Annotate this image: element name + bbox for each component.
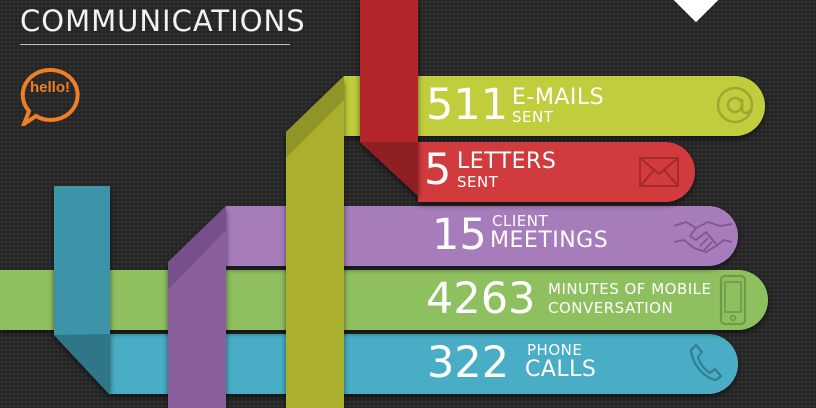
emails-ribbon-riser xyxy=(286,76,344,408)
mobile-phone-icon xyxy=(719,274,747,326)
stat-label-line1: MINUTES OF MOBILE xyxy=(548,280,712,298)
stat-label-line2: CONVERSATION xyxy=(548,299,674,317)
letters-ribbon-band xyxy=(418,142,695,202)
stat-label-line1: LETTERS xyxy=(457,149,557,174)
stat-label-line2: CALLS xyxy=(525,357,597,382)
page-title: COMMUNICATIONS xyxy=(20,4,306,38)
stat-label-line1: CLIENT xyxy=(492,212,549,230)
hello-badge-text: hello! xyxy=(30,79,70,96)
handshake-icon xyxy=(673,221,733,253)
stat-label-line2: SENT xyxy=(512,108,554,126)
stat-label-line1: E-MAILS xyxy=(512,85,605,110)
meetings-ribbon-band xyxy=(226,206,738,266)
phone-ribbon-band xyxy=(110,334,738,394)
stat-label-line1: PHONE xyxy=(527,341,583,359)
envelope-icon xyxy=(639,157,679,187)
stat-number: 5 xyxy=(424,145,452,195)
stat-number: 4263 xyxy=(426,274,536,324)
stat-label-line2: SENT xyxy=(457,173,499,191)
stat-number: 511 xyxy=(426,80,509,130)
stat-label-line2: MEETINGS xyxy=(490,228,609,253)
at-sign-icon xyxy=(716,86,754,124)
stat-number: 322 xyxy=(427,338,510,388)
phone-handset-icon xyxy=(689,343,722,382)
stat-number: 15 xyxy=(432,210,487,260)
emails-ribbon-band xyxy=(344,76,765,136)
speech-bubble-icon xyxy=(20,67,80,126)
title-divider xyxy=(20,44,290,45)
